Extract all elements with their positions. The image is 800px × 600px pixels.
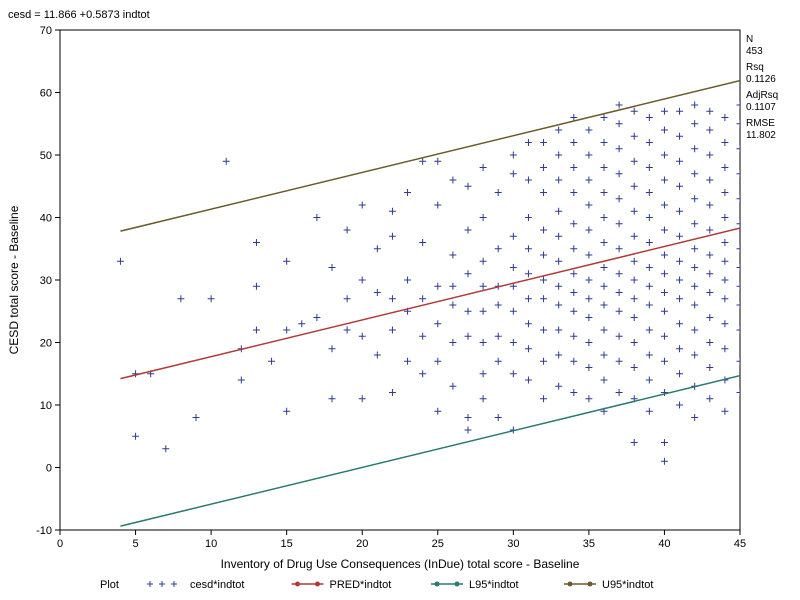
legend-dot: [588, 582, 593, 587]
legend-dot: [315, 582, 320, 587]
x-axis-label: Inventory of Drug Use Consequences (InDu…: [221, 557, 580, 571]
chart-container: cesd = 11.866 +0.5873 indtot 0 5 10 15 20 25 30…: [0, 0, 800, 600]
stat-label: AdjRsq: [746, 90, 778, 101]
y-tick-label: -10: [36, 525, 52, 537]
stat-label: Rsq: [746, 62, 764, 73]
x-tick-label: 45: [734, 538, 746, 550]
x-tick-label: 15: [281, 538, 293, 550]
stat-value: 0.1107: [746, 102, 776, 113]
x-tick-label: 5: [132, 538, 138, 550]
legend-dot: [435, 582, 440, 587]
legend-item-label: L95*indtot: [469, 579, 519, 591]
legend-item-label: U95*indtot: [602, 579, 653, 591]
legend-dot: [295, 582, 300, 587]
legend-item-label: PRED*indtot: [330, 579, 392, 591]
legend-dot: [568, 582, 573, 587]
y-tick-label: 0: [46, 463, 52, 475]
x-tick-label: 35: [583, 538, 595, 550]
y-tick-label: 50: [40, 150, 52, 162]
y-tick-label: 20: [40, 338, 52, 350]
regression-chart: cesd = 11.866 +0.5873 indtot 0 5 10 15 20 25 30…: [0, 0, 800, 600]
x-tick-label: 10: [205, 538, 217, 550]
legend-dot: [455, 582, 460, 587]
x-tick-label: 40: [658, 538, 670, 550]
equation-text: cesd = 11.866 +0.5873 indtot: [8, 9, 150, 21]
x-tick-label: 20: [356, 538, 368, 550]
stat-value: 0.1126: [746, 74, 776, 85]
y-tick-label: 10: [40, 400, 52, 412]
stat-value: 11.802: [746, 130, 776, 141]
y-tick-label: 40: [40, 213, 52, 225]
stat-label: N: [746, 34, 753, 45]
x-tick-label: 0: [57, 538, 63, 550]
x-tick-label: 25: [432, 538, 444, 550]
x-tick-label: 30: [507, 538, 519, 550]
y-axis-label: CESD total score - Baseline: [7, 205, 21, 354]
legend-title: Plot: [100, 579, 119, 591]
y-tick-label: 70: [40, 25, 52, 37]
stat-label: RMSE: [746, 118, 775, 129]
legend-item-label: cesd*indtot: [190, 579, 244, 591]
stat-value: 453: [746, 46, 763, 57]
y-tick-label: 30: [40, 275, 52, 287]
y-tick-label: 60: [40, 88, 52, 100]
